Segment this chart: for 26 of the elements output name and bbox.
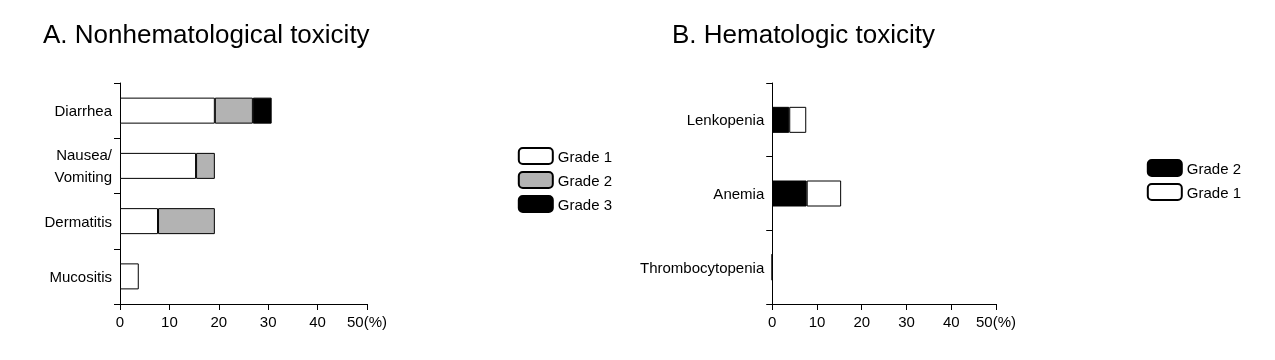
x-tick-label: 20	[210, 313, 228, 330]
legend-label: Grade 2	[1186, 159, 1241, 177]
y-tick-label: Lenkopenia	[686, 111, 765, 129]
x-tick-label: 50(%)	[346, 313, 388, 330]
x-tick-label: 10	[808, 313, 826, 330]
y-tick-label: Diarrhea	[54, 102, 113, 120]
legend-label: Grade 1	[557, 147, 612, 165]
x-tick-label: 20	[853, 313, 871, 330]
x-tick-label: 40	[309, 313, 326, 330]
x-tick-label: 0	[115, 313, 125, 330]
legend-label: Grade 3	[557, 195, 612, 213]
x-tick-label: 10	[161, 313, 178, 330]
y-tick-label: Dermatitis	[44, 212, 112, 230]
x-tick-label: 0	[768, 313, 777, 330]
y-tick-label: Thrombocytopenia	[640, 258, 765, 276]
y-tick-label: Mucositis	[49, 267, 112, 285]
x-tick-label: 50(%)	[975, 313, 1017, 330]
chart-title: B. Hematologic toxicity	[672, 19, 935, 49]
y-tick-label: Anemia	[713, 185, 765, 202]
x-tick-label: 30	[898, 313, 915, 330]
legend-label: Grade 1	[1186, 183, 1241, 201]
y-tick-label: Nausea/ Vomiting	[54, 146, 113, 186]
x-tick-label: 30	[259, 313, 277, 330]
x-tick-label: 40	[942, 313, 960, 330]
chart-title: A. Nonhematological toxicity	[43, 19, 370, 49]
legend-label: Grade 2	[557, 171, 612, 189]
